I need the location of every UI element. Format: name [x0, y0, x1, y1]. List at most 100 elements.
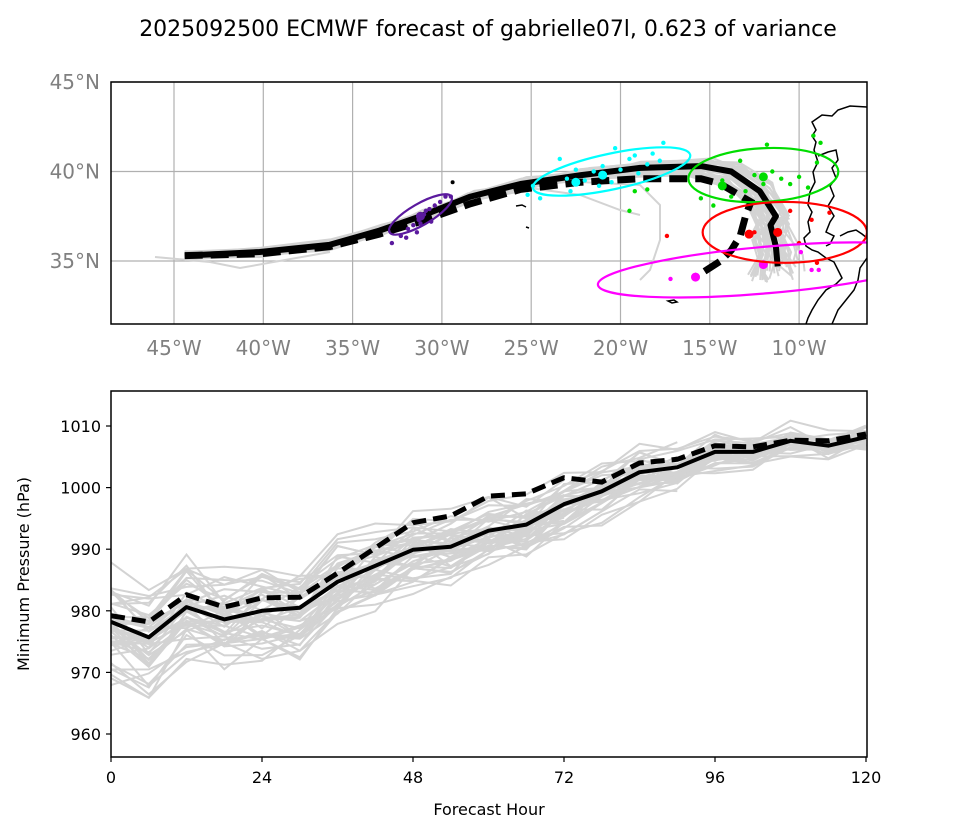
map-x-tick-label: 10°W	[771, 336, 826, 360]
mean-position-marker	[691, 272, 701, 282]
map-y-tick-label: 35°N	[50, 249, 100, 273]
mean-position-marker	[571, 177, 581, 187]
ensemble-position-point	[557, 156, 562, 162]
ensemble-position-point	[816, 267, 821, 273]
island-azores-1	[515, 204, 527, 208]
ensemble-position-point	[568, 188, 573, 194]
ensemble-position-point	[668, 276, 673, 282]
coastline-portugal-border	[817, 149, 839, 247]
ensemble-position-point	[743, 188, 748, 194]
pressure-series	[111, 431, 867, 640]
map-y-tick-label: 40°N	[50, 160, 100, 184]
ensemble-position-point	[811, 133, 816, 138]
island-azores-2	[525, 226, 530, 229]
black-marker-point	[450, 180, 455, 185]
pressure-ticks: 0 24 48 72 96 120 960 970 980 990 1000 1010	[60, 417, 881, 787]
uncertainty-ellipse	[531, 146, 692, 197]
ensemble-position-point	[798, 249, 804, 255]
mean-position-marker	[598, 170, 608, 180]
ensemble-position-point	[711, 203, 716, 208]
pressure-ensemble-member	[111, 459, 678, 607]
pressure-line-solid	[111, 435, 867, 640]
ensemble-position-point	[809, 267, 814, 273]
ensemble-position-point	[612, 146, 618, 151]
ensemble-position-point	[650, 151, 655, 156]
ensemble-position-point	[752, 172, 757, 178]
map-tick-labels: 45°W 40°W 35°W 30°W 25°W 20°W 15°W 10°W 35°N 40°N…	[50, 70, 827, 360]
ensemble-position-point	[418, 221, 423, 226]
ensemble-position-point	[661, 140, 666, 146]
ensemble-position-point	[787, 181, 793, 187]
mean-position-marker	[758, 172, 768, 182]
ensemble-position-point	[389, 240, 395, 246]
ensemble-position-point	[698, 196, 704, 201]
ensemble-position-point	[423, 208, 429, 214]
ensemble-position-point	[609, 180, 614, 185]
y-axis-label: Minimum Pressure (hPa)	[14, 477, 33, 671]
ensemble-position-point	[596, 183, 602, 189]
uncertainty-ellipse	[387, 193, 453, 236]
x-tick-label: 24	[252, 768, 272, 787]
mean-position-marker	[773, 227, 783, 237]
pressure-ensemble-member	[111, 444, 867, 699]
ensemble-position-point	[403, 235, 409, 240]
pressure-frame	[110, 390, 868, 758]
ensemble-position-point	[414, 230, 420, 235]
ensemble-position-point	[437, 199, 443, 205]
ensemble-position-point	[770, 169, 775, 174]
mean-position-marker	[744, 229, 754, 239]
coastline	[515, 105, 867, 324]
pressure-ensemble-member	[111, 488, 678, 688]
ensemble-position-point	[525, 192, 530, 197]
ensemble-position-point	[787, 208, 793, 214]
uncertainty-ellipse	[596, 241, 867, 299]
pressure-ensemble-members	[111, 419, 867, 700]
y-tick-label: 970	[70, 663, 101, 682]
y-tick-label: 1000	[60, 479, 101, 498]
ensemble-position-point	[827, 210, 832, 215]
ensemble-position-point	[796, 174, 802, 180]
ensemble-position-point	[764, 142, 770, 147]
ensemble-position-point	[636, 171, 641, 176]
x-tick-label: 0	[106, 768, 116, 787]
map-x-tick-label: 20°W	[593, 336, 648, 360]
map-frame	[110, 81, 868, 325]
pressure-ensemble-member	[111, 440, 867, 640]
pressure-ensemble-member	[111, 438, 867, 700]
ensemble-position-point	[564, 176, 570, 181]
y-tick-label: 990	[70, 540, 101, 559]
map-x-tick-label: 45°W	[146, 336, 201, 360]
ensemble-position-point	[657, 158, 662, 163]
ensemble-position-point	[779, 176, 784, 181]
ensemble-position-point	[573, 167, 579, 172]
ensemble-position-point	[632, 188, 637, 194]
ensemble-position-point	[809, 217, 814, 223]
ensemble-position-point	[591, 169, 596, 174]
island-madeira	[665, 299, 679, 304]
ensemble-position-point	[627, 156, 632, 162]
coastline-iberia	[803, 105, 867, 324]
map-x-tick-label: 30°W	[414, 336, 469, 360]
ensemble-position-point	[632, 153, 637, 158]
map-y-tick-label: 45°N	[50, 70, 100, 94]
ensemble-position-point	[432, 203, 437, 208]
ensemble-position-point	[814, 160, 820, 165]
ensemble-position-point	[600, 163, 605, 169]
ensemble-position-point	[761, 181, 766, 187]
pressure-panel: 0 24 48 72 96 120 960 970 980 990 1000 1010 Forecas…	[14, 390, 881, 819]
ensemble-position-point	[537, 196, 543, 201]
mean-tracks	[184, 163, 781, 281]
x-axis-label: Forecast Hour	[433, 800, 545, 819]
y-tick-label: 1010	[60, 417, 101, 436]
ensemble-position-point	[818, 140, 823, 146]
ensemble-position-point	[645, 187, 650, 192]
ensemble-position-point	[664, 233, 670, 239]
ensemble-track	[154, 251, 331, 270]
y-tick-label: 980	[70, 602, 101, 621]
map-x-tick-label: 15°W	[682, 336, 737, 360]
ensemble-position-point	[443, 194, 448, 199]
pressure-ensemble-member	[111, 419, 867, 592]
map-x-tick-label: 25°W	[504, 336, 559, 360]
chart-title: 2025092500 ECMWF forecast of gabrielle07…	[139, 17, 837, 42]
